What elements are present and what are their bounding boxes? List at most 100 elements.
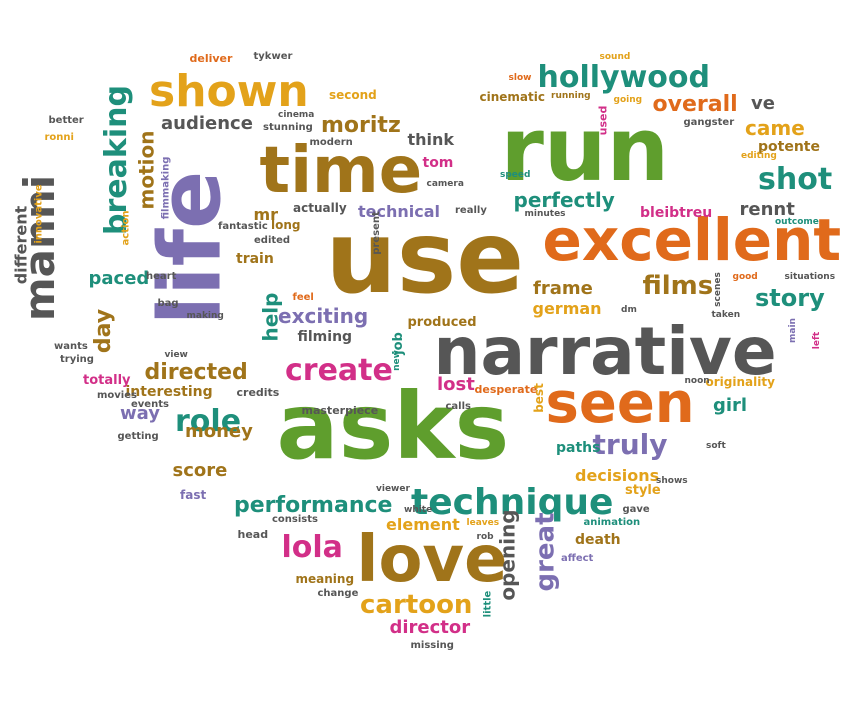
word-main: main xyxy=(787,317,798,343)
word-change: change xyxy=(317,588,359,599)
word-moritz: moritz xyxy=(321,113,401,138)
word-noon: noon xyxy=(684,375,710,386)
word-narrative: narrative xyxy=(433,313,777,390)
word-produced: produced xyxy=(407,314,477,330)
word-train: train xyxy=(236,251,274,267)
word-great: great xyxy=(530,512,561,592)
word-potente: potente xyxy=(758,139,820,155)
word-originality: originality xyxy=(705,375,775,389)
word-totally: totally xyxy=(83,372,131,388)
word-ve: ve xyxy=(751,93,775,114)
word-filmmaking: filmmaking xyxy=(159,156,171,220)
word-create: create xyxy=(285,353,393,388)
word-events: events xyxy=(131,399,169,410)
word-credits: credits xyxy=(236,385,280,399)
word-modern: modern xyxy=(309,137,353,148)
word-action: action xyxy=(119,210,131,246)
word-interesting: interesting xyxy=(125,384,213,400)
word-frame: frame xyxy=(533,278,593,299)
word-truly: truly xyxy=(592,428,668,461)
word-white: white xyxy=(404,504,433,515)
word-filming: filming xyxy=(297,329,353,345)
word-shows: shows xyxy=(656,475,688,486)
word-missing: missing xyxy=(410,640,454,651)
word-bleibtreu: bleibtreu xyxy=(640,205,713,221)
word-death: death xyxy=(575,532,621,548)
word-making: making xyxy=(186,310,224,321)
word-gave: gave xyxy=(622,504,650,515)
word-love: love xyxy=(356,523,508,597)
word-wants: wants xyxy=(54,341,88,352)
word-animation: animation xyxy=(583,517,641,528)
word-deliver: deliver xyxy=(189,51,233,65)
word-mr: mr xyxy=(253,205,279,224)
word-long: long xyxy=(271,218,301,232)
word-masterpiece: masterpiece xyxy=(301,403,379,417)
word-running: running xyxy=(551,90,591,101)
word-time: time xyxy=(259,134,423,208)
word-meaning: meaning xyxy=(295,572,355,586)
word-better: better xyxy=(48,115,84,126)
word-decisions: decisions xyxy=(575,466,660,485)
word-camera: camera xyxy=(426,178,464,189)
word-affect: affect xyxy=(561,553,594,564)
word-money: money xyxy=(185,421,253,442)
word-left: left xyxy=(811,331,822,349)
word-slow: slow xyxy=(508,72,532,83)
word-cinematic: cinematic xyxy=(479,90,545,104)
word-opening: opening xyxy=(495,509,520,601)
word-editing: editing xyxy=(741,150,777,161)
word-head: head xyxy=(237,527,269,541)
word-soft: soft xyxy=(706,440,726,451)
word-role: role xyxy=(175,404,242,439)
word-stunning: stunning xyxy=(263,122,313,133)
word-paths: paths xyxy=(556,440,601,456)
word-think: think xyxy=(407,130,455,149)
word-score: score xyxy=(172,460,228,481)
word-viewer: viewer xyxy=(376,483,410,494)
word-little: little xyxy=(481,590,493,618)
word-second: second xyxy=(329,88,377,102)
word-present: present xyxy=(370,211,382,255)
word-element: element xyxy=(386,515,460,534)
word-minutes: minutes xyxy=(524,208,566,219)
word-exciting: exciting xyxy=(278,304,369,328)
word-help: help xyxy=(257,292,282,342)
word-consists: consists xyxy=(272,514,318,525)
word-perfectly: perfectly xyxy=(513,188,615,212)
word-trying: trying xyxy=(60,354,94,365)
word-situations: situations xyxy=(784,271,836,282)
word-leaves: leaves xyxy=(466,517,500,528)
word-speed: speed xyxy=(500,169,531,180)
word-german: german xyxy=(532,299,602,318)
word-used: used xyxy=(596,105,610,135)
word-calls: calls xyxy=(445,401,471,412)
word-shot: shot xyxy=(758,162,833,197)
word-outcome: outcome xyxy=(775,216,819,227)
word-performance: performance xyxy=(234,493,393,518)
word-view: view xyxy=(164,349,188,360)
word-different: different xyxy=(10,205,30,285)
word-technique: technique xyxy=(411,482,614,523)
word-really: really xyxy=(455,205,487,216)
word-overall: overall xyxy=(652,92,738,117)
word-fast: fast xyxy=(180,488,207,502)
word-style: style xyxy=(625,482,661,498)
word-motion: motion xyxy=(133,130,158,210)
word-story: story xyxy=(755,284,825,312)
word-gangster: gangster xyxy=(683,117,735,128)
word-cartoon: cartoon xyxy=(360,590,473,620)
word-directed: directed xyxy=(144,360,248,385)
word-fantastic: fantastic xyxy=(218,221,268,232)
word-tykwer: tykwer xyxy=(253,51,293,62)
word-use: use xyxy=(325,199,525,316)
word-edited: edited xyxy=(254,235,291,246)
word-getting: getting xyxy=(117,431,159,442)
word-technical: technical xyxy=(358,202,441,221)
word-day: day xyxy=(91,308,117,354)
word-seen: seen xyxy=(545,371,695,436)
word-shown: shown xyxy=(149,66,309,117)
word-hollywood: hollywood xyxy=(537,60,711,95)
word-girl: girl xyxy=(713,395,748,416)
